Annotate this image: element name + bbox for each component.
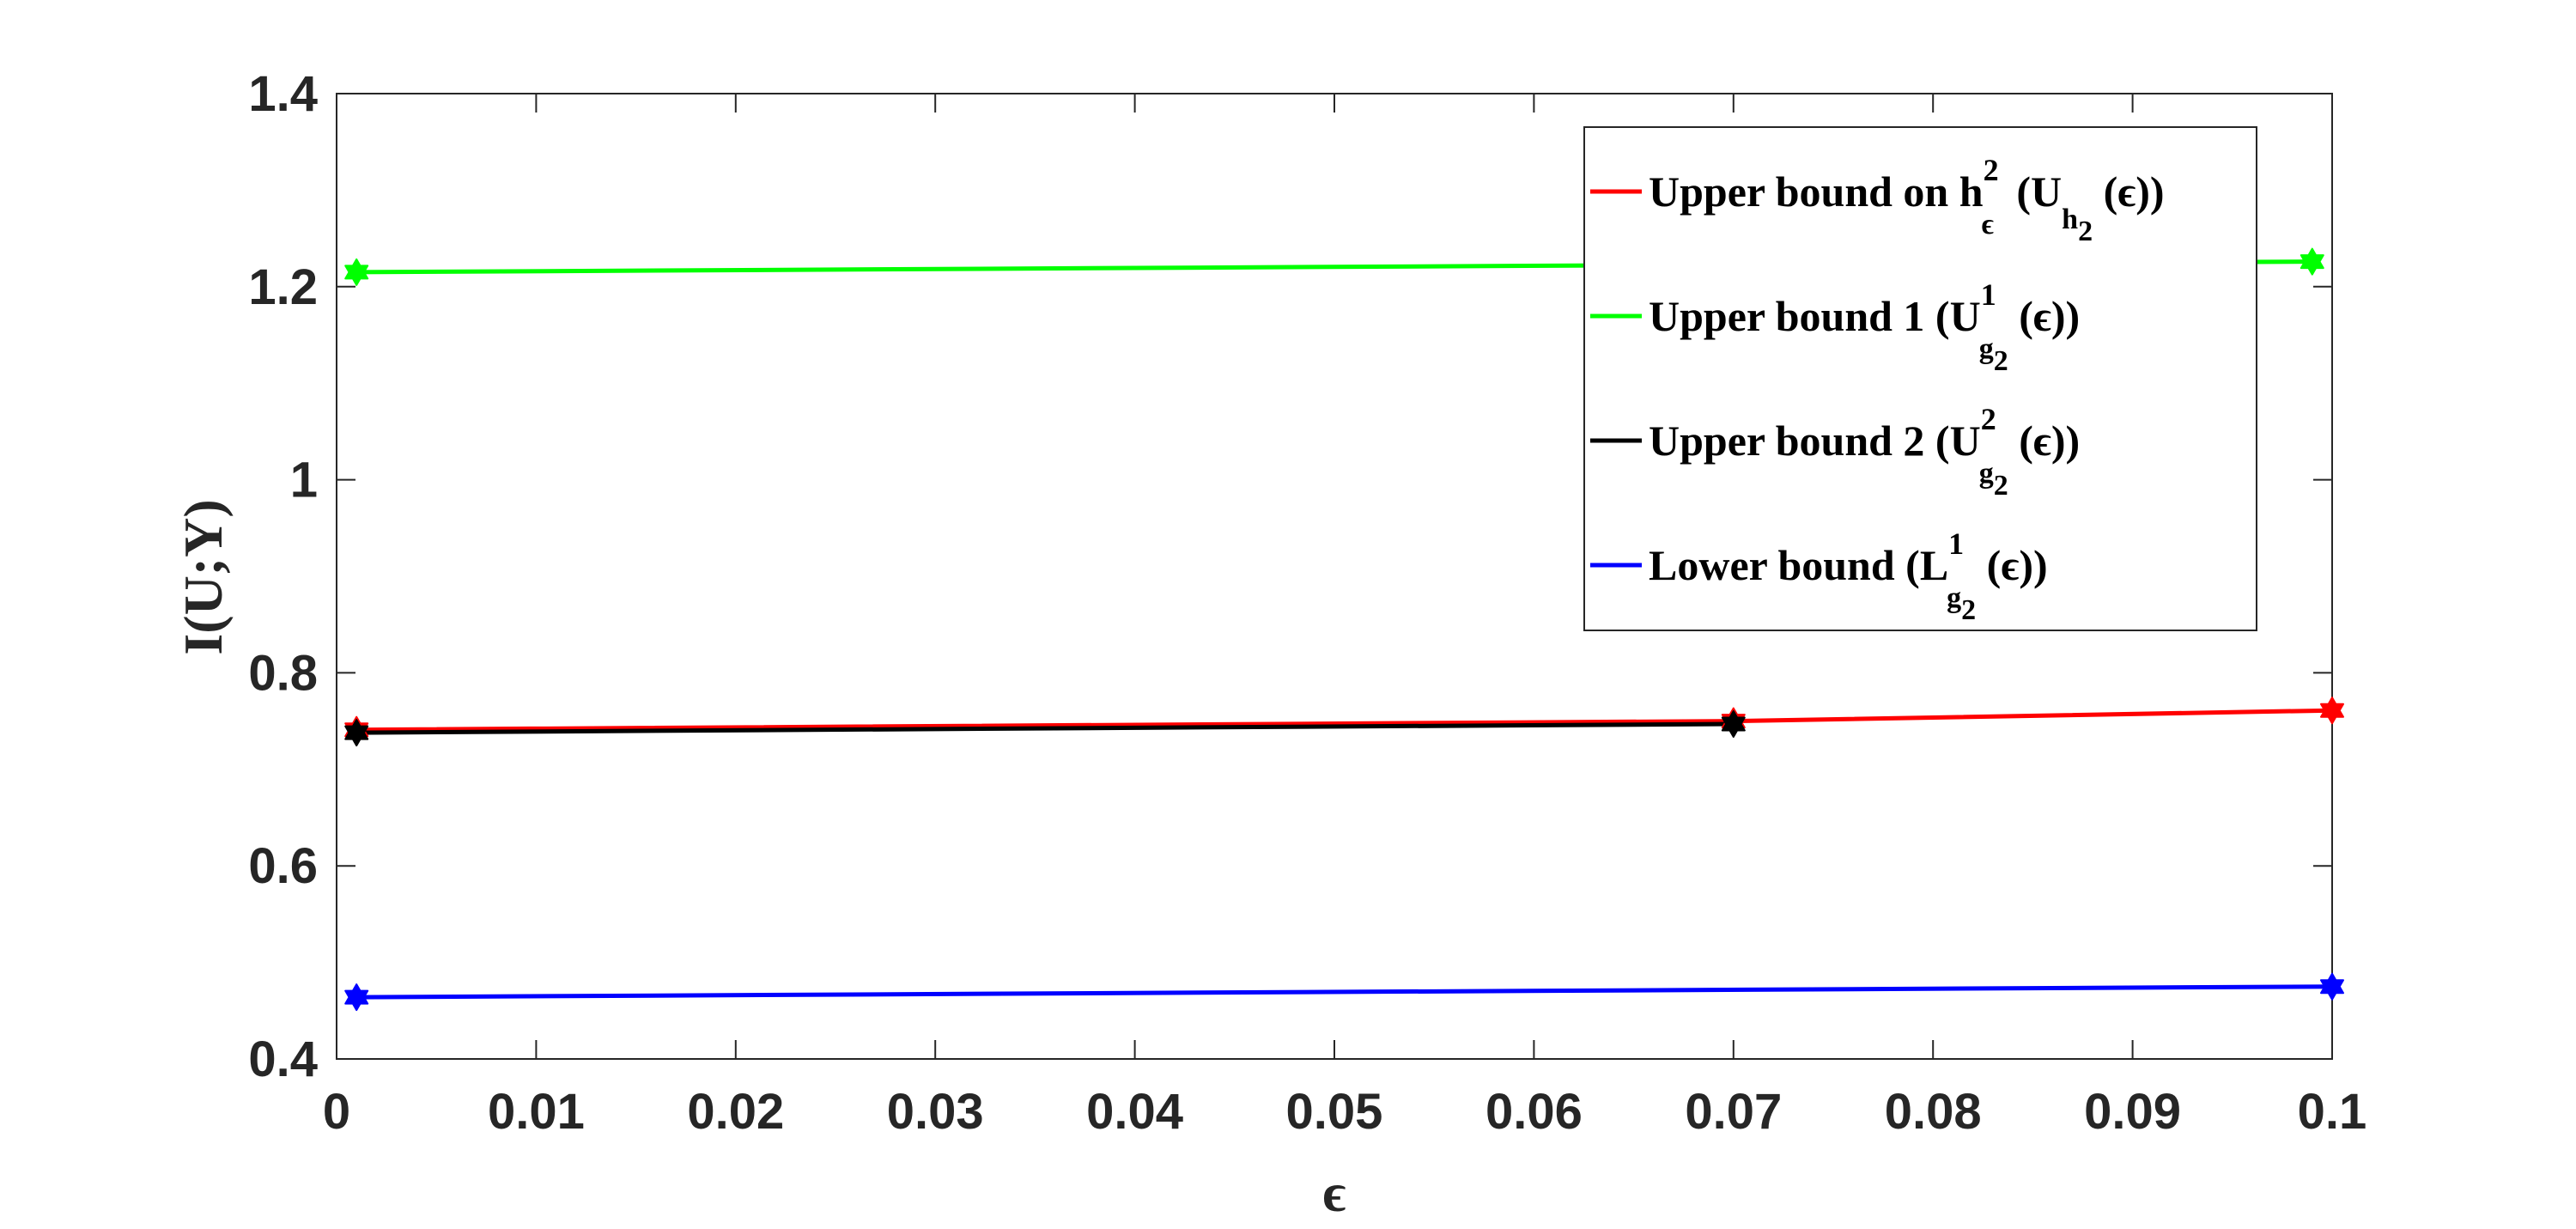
x-tick-label: 0.09 [2084, 1084, 2181, 1140]
legend-entry-2: Upper bound 1 (U1 g2 (ϵ)) [1649, 277, 2080, 377]
data-point-marker [344, 983, 369, 1012]
y-tick-label: 0.4 [248, 1031, 318, 1087]
legend: Upper bound on h2 ϵ (Uh2 (ϵ)) Upper bound … [1583, 126, 2257, 631]
series-line-4 [356, 984, 2333, 1000]
y-tick-label: 0.8 [248, 645, 318, 701]
x-tick-label: 0.01 [488, 1084, 585, 1140]
x-axis-label: ϵ [1323, 1162, 1346, 1223]
legend-entry-1: Upper bound on h2 ϵ (Uh2 (ϵ)) [1649, 153, 2165, 247]
data-point-marker [1721, 710, 1746, 738]
data-point-marker [2320, 697, 2344, 725]
series-markers [344, 247, 2344, 1012]
legend-entry-4: Lower bound (L1 g2 (ϵ)) [1649, 526, 2048, 626]
y-tick-label: 0.6 [248, 838, 318, 894]
data-point-marker [344, 719, 369, 747]
y-tick-label: 1.2 [248, 259, 318, 315]
data-point-marker [2300, 247, 2324, 276]
x-tick-label: 0.03 [887, 1084, 984, 1140]
y-tick-label: 1 [290, 453, 318, 508]
x-tick-label: 0.08 [1885, 1084, 1982, 1140]
x-tick-label: 0 [323, 1084, 350, 1140]
x-tick-label: 0.07 [1685, 1084, 1782, 1140]
x-tick-label: 0.05 [1286, 1084, 1383, 1140]
y-axis: 0.4 0.6 0.8 1 1.2 1.4 [248, 66, 2332, 1087]
y-axis-label: I(U;Y) [173, 499, 234, 654]
legend-entry-3: Upper bound 2 (U2 g2 (ϵ)) [1649, 402, 2080, 502]
legend-box [1583, 126, 2257, 631]
data-point-marker [2320, 972, 2344, 1001]
x-tick-label: 0.04 [1086, 1084, 1183, 1140]
series-line-3 [356, 721, 1734, 735]
x-tick-label: 0.06 [1485, 1084, 1583, 1140]
data-point-marker [344, 258, 369, 286]
x-tick-label: 0.02 [687, 1084, 784, 1140]
y-tick-label: 1.4 [248, 66, 318, 122]
x-axis: 0 0.01 0.02 0.03 0.04 0.05 0.06 0.07 0.08 0.09 0.1 [323, 94, 2366, 1140]
x-tick-label: 0.1 [2298, 1084, 2367, 1140]
